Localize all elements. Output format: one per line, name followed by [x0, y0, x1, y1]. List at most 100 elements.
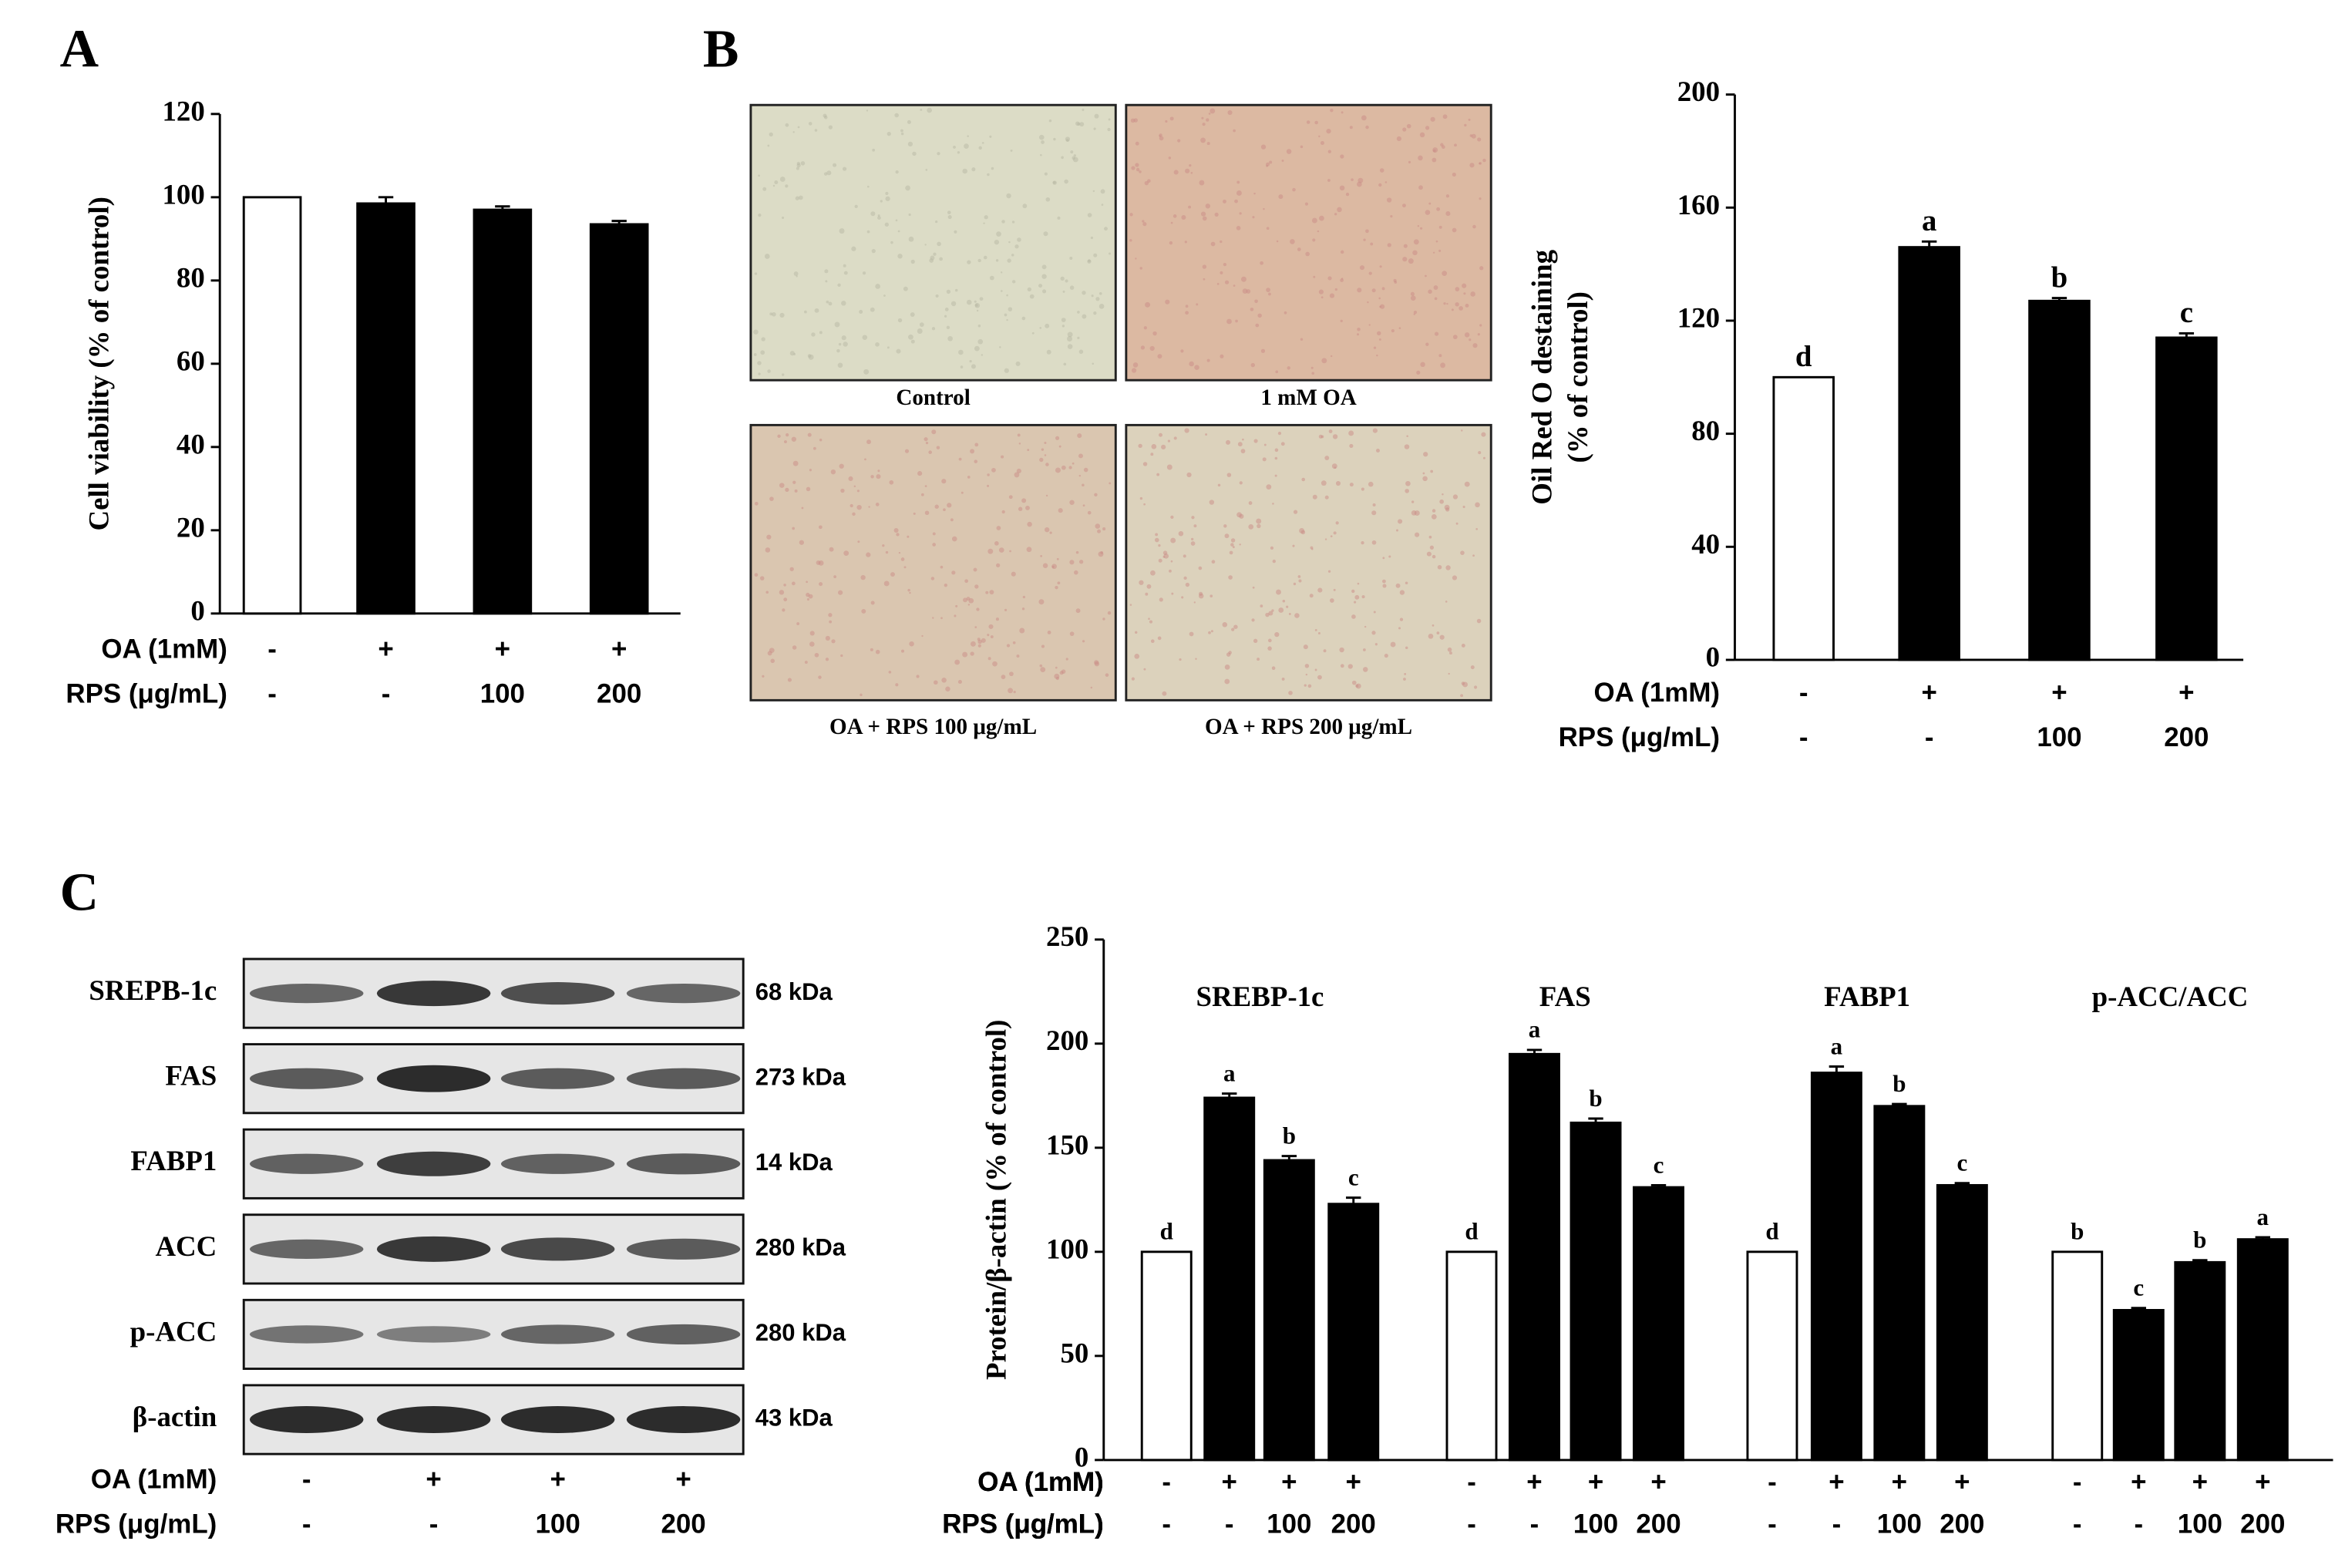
texture-dot: [1330, 535, 1333, 538]
texture-dot: [1412, 250, 1418, 256]
texture-dot: [830, 469, 836, 475]
texture-dot: [1477, 333, 1480, 336]
texture-dot: [1067, 336, 1072, 342]
texture-dot: [814, 308, 819, 313]
texture-dot: [1482, 456, 1485, 459]
texture-dot: [1142, 462, 1148, 466]
texture-dot: [1216, 283, 1220, 285]
texture-dot: [1307, 684, 1312, 688]
treatment-level: 100: [1877, 1509, 1922, 1539]
texture-dot: [987, 484, 990, 487]
texture-dot: [983, 222, 985, 224]
texture-dot: [1253, 192, 1256, 195]
texture-dot: [1027, 449, 1030, 452]
treatment-name: RPS (μg/mL): [942, 1509, 1103, 1539]
texture-dot: [1406, 123, 1411, 129]
texture-dot: [834, 321, 840, 328]
micrograph: [749, 103, 1117, 382]
texture-dot: [1150, 453, 1154, 456]
texture-dot: [1328, 429, 1333, 433]
texture-dot: [1073, 154, 1076, 157]
texture-dot: [829, 547, 834, 552]
texture-dot: [987, 634, 990, 637]
bar: [1570, 1121, 1622, 1462]
texture-dot: [1166, 464, 1172, 470]
texture-dot: [1305, 251, 1310, 257]
treatment-level: +: [1588, 1467, 1603, 1497]
texture-dot: [1398, 519, 1403, 524]
texture-dot: [766, 534, 772, 540]
texture-dot: [866, 230, 870, 234]
texture-dot: [1381, 287, 1385, 291]
texture-dot: [1351, 614, 1356, 619]
blot-band: [249, 1239, 364, 1259]
texture-dot: [1469, 338, 1472, 342]
texture-dot: [1043, 231, 1048, 237]
texture-dot: [1376, 354, 1378, 357]
texture-dot: [829, 620, 833, 624]
texture-dot: [1181, 214, 1186, 220]
texture-dot: [813, 446, 816, 450]
texture-dot: [1107, 611, 1112, 615]
bar: [473, 208, 533, 615]
texture-dot: [856, 490, 860, 493]
treatment-level: +: [1921, 678, 1936, 708]
texture-dot: [1220, 271, 1223, 274]
texture-dot: [819, 439, 823, 442]
texture-dot: [1061, 318, 1066, 322]
texture-dot: [1378, 338, 1381, 341]
texture-dot: [1098, 304, 1105, 309]
texture-dot: [1046, 349, 1051, 355]
blot-band: [376, 1406, 491, 1433]
texture-dot: [1180, 349, 1184, 353]
texture-dot: [814, 652, 819, 658]
texture-dot: [762, 187, 767, 191]
texture-dot: [1235, 319, 1238, 323]
texture-dot: [1303, 644, 1308, 650]
texture-dot: [1442, 145, 1445, 150]
texture-dot: [885, 191, 889, 195]
texture-dot: [1072, 156, 1076, 160]
texture-dot: [754, 573, 759, 577]
texture-dot: [1374, 643, 1378, 646]
texture-dot: [1479, 162, 1482, 165]
significance-label: b: [2193, 1226, 2206, 1253]
texture-dot: [1092, 190, 1095, 193]
texture-dot: [823, 113, 827, 118]
texture-dot: [1149, 345, 1155, 352]
texture-dot: [1104, 227, 1108, 231]
texture-dot: [795, 196, 799, 200]
treatment-level: -: [1467, 1467, 1476, 1497]
texture-dot: [981, 142, 984, 144]
texture-dot: [994, 541, 999, 546]
texture-dot: [909, 641, 914, 647]
texture-dot: [1274, 632, 1280, 638]
texture-dot: [1405, 581, 1408, 585]
texture-dot: [1357, 288, 1362, 293]
texture-dot: [1254, 299, 1258, 304]
texture-dot: [833, 163, 837, 167]
texture-dot: [801, 506, 804, 510]
texture-dot: [1232, 546, 1235, 549]
texture-dot: [1286, 605, 1289, 608]
texture-dot: [862, 335, 868, 340]
texture-dot: [1082, 504, 1085, 507]
texture-dot: [1018, 442, 1021, 445]
texture-dot: [1309, 594, 1314, 598]
texture-dot: [1027, 521, 1032, 527]
texture-dot: [1269, 160, 1273, 164]
texture-dot: [819, 525, 823, 530]
texture-dot: [1351, 680, 1357, 685]
texture-dot: [1097, 529, 1101, 533]
texture-dot: [907, 141, 913, 147]
texture-dot: [1022, 595, 1026, 599]
texture-dot: [917, 471, 923, 476]
texture-dot: [1017, 433, 1021, 437]
bar: [1810, 1072, 1862, 1462]
texture-dot: [924, 244, 927, 246]
texture-dot: [1371, 288, 1376, 293]
texture-dot: [991, 167, 994, 170]
texture-dot: [1173, 170, 1179, 175]
texture-dot: [900, 132, 904, 136]
texture-dot: [1265, 612, 1270, 617]
